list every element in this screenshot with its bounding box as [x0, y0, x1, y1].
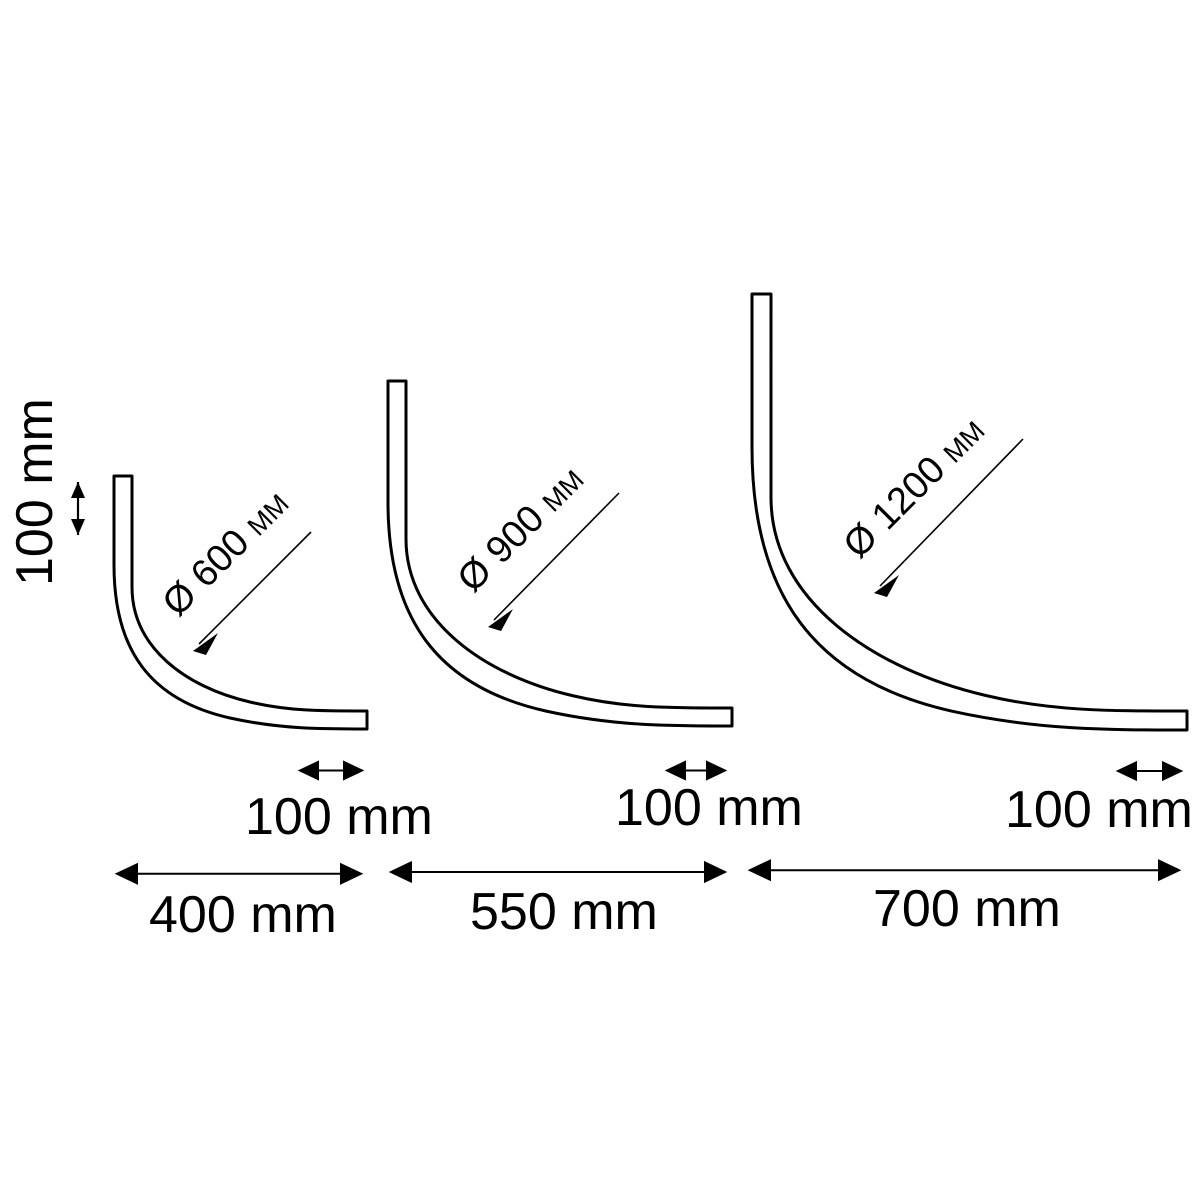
- svg-text:100 mm: 100 mm: [245, 788, 433, 846]
- svg-text:100 mm: 100 mm: [1005, 781, 1193, 839]
- svg-text:550 mm: 550 mm: [470, 883, 658, 941]
- svg-text:700 mm: 700 mm: [873, 880, 1061, 938]
- svg-text:400 mm: 400 mm: [149, 886, 337, 944]
- svg-text:100 mm: 100 mm: [615, 779, 803, 837]
- svg-text:100 mm: 100 mm: [6, 398, 64, 586]
